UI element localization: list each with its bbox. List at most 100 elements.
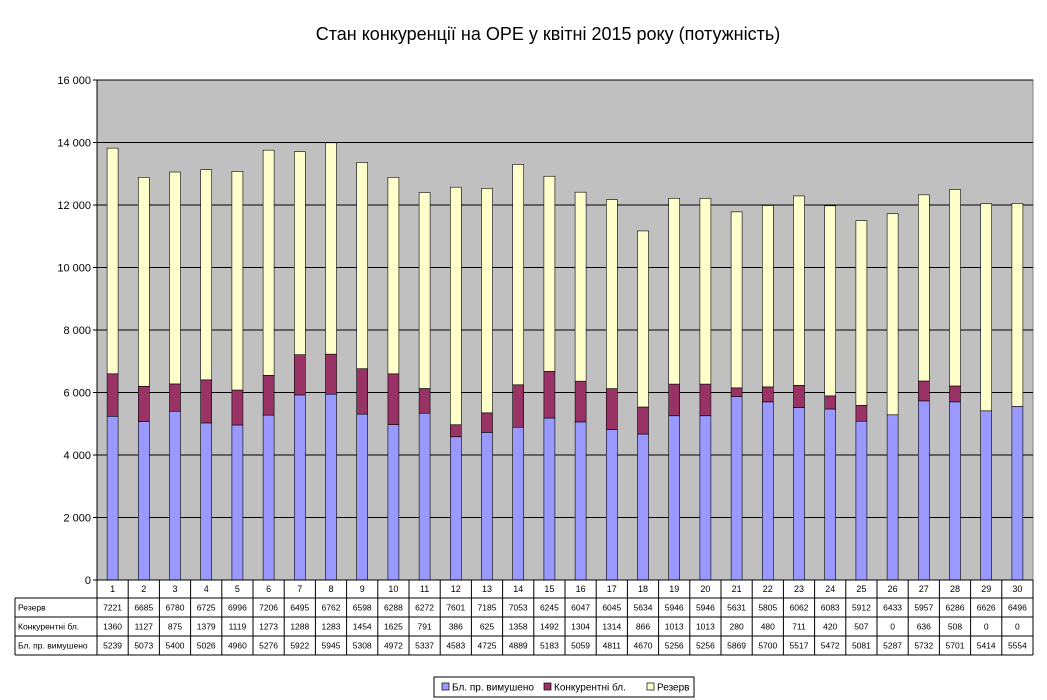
x-tick-label: 14	[513, 584, 523, 594]
x-tick-label: 16	[576, 584, 586, 594]
table-cell: 5287	[883, 641, 902, 651]
table-cell: 1314	[602, 622, 621, 632]
bar-segment-series-1	[481, 412, 493, 433]
legend-swatch	[543, 682, 552, 691]
bar-segment-series-1	[387, 373, 400, 425]
y-tick-label: 12 000	[57, 200, 91, 212]
y-tick-label: 10 000	[57, 263, 91, 275]
table-cell: 5732	[914, 641, 933, 651]
table-cell: 6288	[384, 603, 403, 613]
bar-segment-series-0	[855, 420, 868, 581]
table-cell: 6780	[166, 603, 185, 613]
bar-segment-series-1	[543, 371, 556, 419]
plot-area: 0 2 000 4 000 6 000 8 000 10 000 12 000 14 000 1…	[57, 75, 1034, 587]
table-cell: 4811	[603, 641, 622, 651]
x-tick-label: 25	[856, 584, 866, 594]
table-cell: 1283	[322, 622, 341, 632]
table-cell: 0	[890, 622, 895, 632]
table-cell: 507	[854, 622, 868, 632]
table-cell: 5026	[197, 641, 216, 651]
table-cell: 1454	[353, 622, 372, 632]
table-cell: 866	[636, 622, 650, 632]
bar-segment-series-0	[293, 394, 306, 581]
bar-segment-series-1	[855, 405, 868, 422]
table-cell: 5700	[758, 641, 777, 651]
table-cell: 5400	[166, 641, 185, 651]
table-cell: 4960	[228, 641, 247, 651]
x-tick-label: 28	[950, 584, 960, 594]
bar-segment-series-2	[169, 171, 181, 385]
table-cell: 711	[792, 622, 806, 632]
table-cell: 6083	[821, 603, 840, 613]
bar-segment-series-2	[106, 147, 119, 375]
table-cell: 636	[917, 622, 931, 632]
bar-segment-series-0	[668, 415, 681, 581]
table-cell: 6496	[1008, 603, 1027, 613]
table-cell: 7185	[478, 603, 497, 613]
table-cell: 4583	[446, 641, 465, 651]
bar-segment-series-2	[231, 171, 244, 391]
table-cell: 7206	[259, 603, 278, 613]
y-tick-label: 0	[85, 575, 91, 587]
bar-segment-series-2	[761, 205, 774, 388]
bar-segment-series-0	[169, 410, 181, 581]
bar-segment-series-1	[169, 383, 181, 412]
table-cell: 6495	[290, 603, 309, 613]
table-cell: 7053	[509, 603, 528, 613]
table-cell: 5869	[727, 641, 746, 651]
table-cell: 4670	[634, 641, 653, 651]
table-cell: 6685	[134, 603, 153, 613]
table-cell: 1304	[571, 622, 590, 632]
table-cell: 7601	[446, 603, 465, 613]
table-cell: 5256	[696, 641, 715, 651]
bar-segment-series-0	[138, 421, 150, 581]
table-cell: 508	[948, 622, 962, 632]
table-cell: 5631	[727, 603, 746, 613]
bar-segment-series-1	[637, 406, 649, 435]
table-cell: 6047	[571, 603, 590, 613]
bar-segment-series-1	[917, 380, 930, 402]
table-cell: 5414	[977, 641, 996, 651]
table-cell: 5308	[353, 641, 372, 651]
table-cell: 875	[168, 622, 182, 632]
table-cell: 5073	[134, 641, 153, 651]
table-cell: 5634	[634, 603, 653, 613]
x-tick-label: 15	[544, 584, 554, 594]
y-tick-label: 4 000	[63, 450, 91, 462]
x-tick-label: 1	[110, 584, 115, 594]
bar-segment-series-0	[262, 414, 275, 581]
x-tick-label: 23	[794, 584, 804, 594]
bar-segment-series-2	[793, 195, 805, 386]
x-tick-label: 6	[266, 584, 271, 594]
table-cell: 386	[449, 622, 463, 632]
x-tick-label: 7	[297, 584, 302, 594]
bar-segment-series-1	[138, 385, 150, 422]
bar-segment-series-0	[730, 396, 743, 581]
table-cell: 1119	[229, 622, 247, 632]
bar-segment-series-1	[293, 354, 306, 396]
bar-segment-series-1	[949, 385, 961, 403]
legend-swatch	[646, 682, 655, 691]
table-cell: 1492	[540, 622, 559, 632]
table-cell: 280	[730, 622, 744, 632]
legend-label: Резерв	[657, 683, 689, 694]
table-cell: 5059	[571, 641, 590, 651]
bar-segment-series-1	[449, 424, 462, 438]
bar-segment-series-2	[699, 197, 712, 385]
table-cell: 1288	[290, 622, 309, 632]
table-cell: 5922	[290, 641, 309, 651]
bar-segment-series-1	[325, 353, 337, 395]
table-cell: 6626	[977, 603, 996, 613]
table-cell: 5472	[821, 641, 840, 651]
bar-segment-series-2	[449, 186, 462, 426]
table-cell: 6762	[322, 603, 341, 613]
bar-segment-series-2	[668, 197, 681, 385]
bar-segment-series-0	[886, 414, 899, 581]
bar-segment-series-0	[637, 433, 649, 581]
table-cell: 480	[761, 622, 775, 632]
table-cell: 6272	[415, 603, 434, 613]
table-row-label: Конкурентні бл.	[18, 622, 79, 632]
table-cell: 6286	[946, 603, 965, 613]
x-tick-label: 22	[763, 584, 773, 594]
legend-label: Бл. пр. вимушено	[452, 683, 534, 694]
